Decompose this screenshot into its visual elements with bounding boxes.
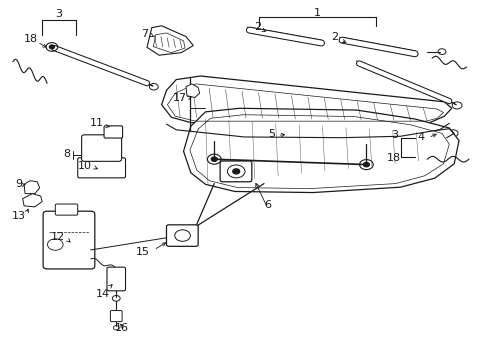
Polygon shape	[147, 26, 193, 55]
Polygon shape	[22, 194, 42, 207]
FancyBboxPatch shape	[81, 135, 122, 161]
Circle shape	[363, 162, 368, 167]
Text: 14: 14	[96, 289, 110, 299]
Text: 4: 4	[417, 132, 424, 142]
FancyBboxPatch shape	[107, 267, 125, 291]
Text: 5: 5	[267, 129, 274, 139]
Text: 2: 2	[330, 32, 338, 42]
Polygon shape	[185, 84, 199, 98]
Text: 10: 10	[78, 161, 91, 171]
Text: 13: 13	[12, 211, 26, 221]
Circle shape	[49, 45, 54, 49]
Text: 12: 12	[51, 232, 65, 242]
Polygon shape	[183, 108, 458, 193]
Polygon shape	[161, 76, 451, 123]
Text: 2: 2	[254, 22, 261, 32]
Text: 6: 6	[264, 200, 271, 210]
Polygon shape	[24, 181, 40, 194]
FancyBboxPatch shape	[43, 211, 95, 269]
Circle shape	[211, 157, 217, 161]
Text: 17: 17	[173, 93, 187, 103]
Text: 8: 8	[63, 149, 70, 159]
FancyBboxPatch shape	[110, 311, 122, 321]
FancyBboxPatch shape	[220, 161, 251, 182]
Text: 3: 3	[55, 9, 61, 19]
FancyBboxPatch shape	[104, 126, 122, 138]
Text: 15: 15	[136, 247, 150, 257]
FancyBboxPatch shape	[78, 158, 125, 178]
Text: 16: 16	[114, 323, 128, 333]
Text: 7: 7	[141, 30, 148, 39]
Text: 1: 1	[313, 8, 321, 18]
Text: 18: 18	[24, 34, 38, 44]
Text: 18: 18	[386, 153, 401, 163]
Circle shape	[232, 169, 239, 174]
Text: 11: 11	[90, 118, 103, 128]
Text: 3: 3	[390, 130, 397, 140]
FancyBboxPatch shape	[166, 225, 198, 246]
Text: 9: 9	[16, 179, 23, 189]
FancyBboxPatch shape	[55, 204, 78, 215]
